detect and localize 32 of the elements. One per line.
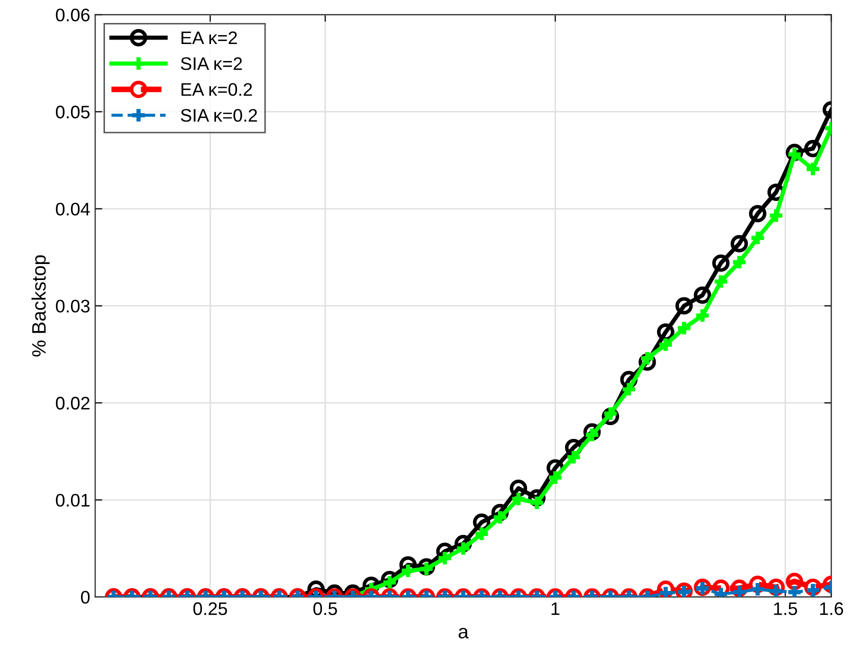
y-tick-label: 0.03 bbox=[56, 300, 90, 313]
point bbox=[678, 322, 690, 334]
y-tick-label: 0 bbox=[81, 590, 90, 604]
point bbox=[714, 275, 728, 288]
y-tick-label: 0.05 bbox=[56, 106, 90, 118]
legend-label: EA κ=0.2 bbox=[182, 83, 252, 96]
y-axis-title: % Backstop bbox=[32, 255, 50, 356]
point bbox=[659, 338, 672, 351]
point bbox=[770, 209, 782, 222]
x-axis-title: a bbox=[458, 628, 469, 638]
point bbox=[749, 204, 766, 222]
x-tick-label: 1.6 bbox=[820, 602, 844, 616]
point bbox=[694, 286, 712, 304]
point bbox=[675, 297, 693, 314]
x-tick-label: 0.25 bbox=[193, 602, 228, 616]
y-tick-label: 0.02 bbox=[56, 396, 90, 410]
point bbox=[696, 309, 709, 322]
point bbox=[751, 232, 764, 244]
x-tick-label: 1 bbox=[552, 602, 560, 615]
point bbox=[730, 235, 748, 252]
x-tick-label: 1.5 bbox=[774, 602, 798, 616]
x-tick-label: 0.5 bbox=[313, 602, 338, 616]
legend-label: SIA κ=2 bbox=[180, 57, 242, 70]
y-tick-label: 0.01 bbox=[56, 494, 90, 507]
point bbox=[733, 256, 746, 268]
legend-label: SIA κ=0.2 bbox=[180, 108, 257, 122]
point bbox=[712, 254, 730, 272]
y-tick-label: 0.04 bbox=[56, 202, 90, 216]
point bbox=[657, 323, 674, 341]
point bbox=[806, 162, 820, 176]
legend-label: EA κ=2 bbox=[182, 31, 237, 44]
y-tick-label: 0.06 bbox=[56, 8, 90, 22]
